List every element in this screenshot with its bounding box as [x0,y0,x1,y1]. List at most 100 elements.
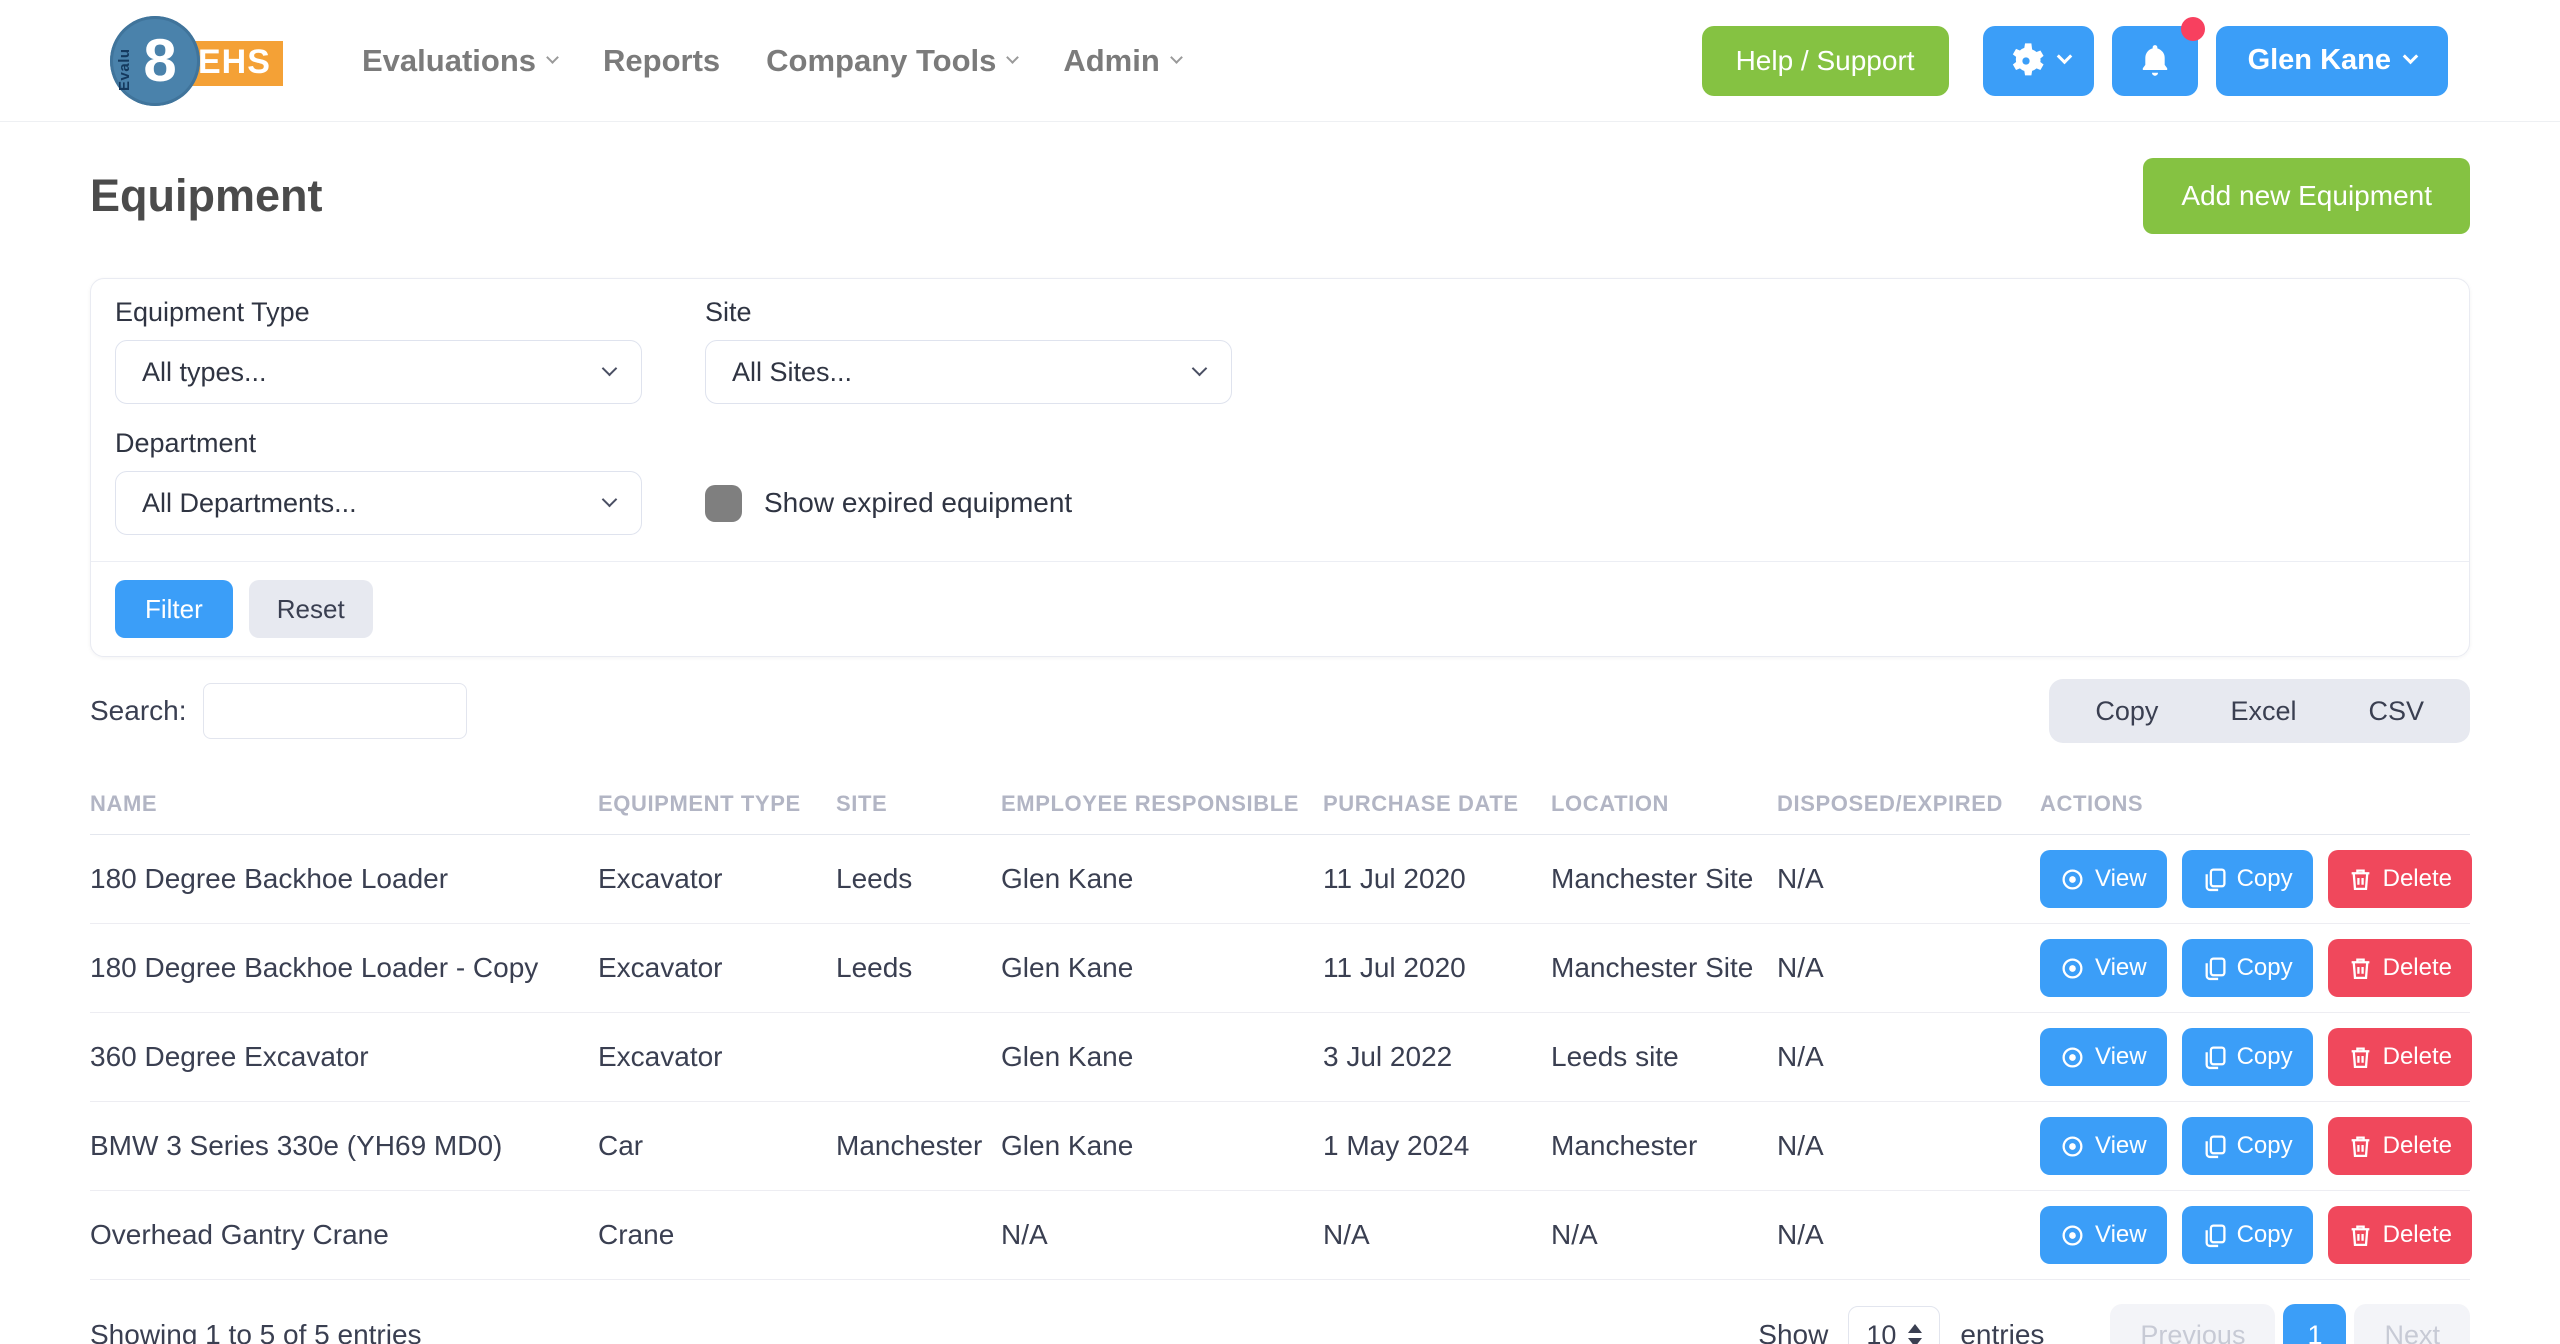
view-row-button[interactable]: View [2040,850,2167,908]
column-header-equipment-type[interactable]: EQUIPMENT TYPE [598,790,801,816]
reset-button[interactable]: Reset [248,580,373,638]
row-purchase-date: 1 May 2024 [1323,1130,1470,1161]
row-employee-responsible: Glen Kane [1001,1041,1134,1072]
column-header-employee-responsible[interactable]: EMPLOYEE RESPONSIBLE [1001,790,1300,816]
equipment-type-select[interactable]: All types... [115,340,642,404]
action-label: Copy [2236,1043,2293,1070]
view-row-button[interactable]: View [2040,1206,2167,1264]
trash-icon [2351,1136,2369,1157]
brand-ehs-badge: EHS [186,40,283,86]
column-header-actions[interactable]: ACTIONS [2040,790,2144,816]
chevron-down-icon [601,360,618,376]
entries-summary: Showing 1 to 5 of 5 entries [90,1319,422,1344]
copy-row-button[interactable]: Copy [2181,1117,2313,1175]
chevron-down-icon [2056,48,2072,65]
export-copy-button[interactable]: Copy [2095,695,2159,726]
row-location: Manchester Site [1551,863,1754,894]
eye-icon [2062,869,2083,889]
settings-button[interactable] [1982,25,2094,96]
action-label: View [2095,865,2147,892]
table-row: 360 Degree Excavator Excavator Glen Kane 3 … [90,1013,2472,1102]
copy-row-button[interactable]: Copy [2181,850,2313,908]
page-size-value: 10 [1866,1319,1897,1344]
filter-button[interactable]: Filter [115,580,233,638]
next-page-button[interactable]: Next [2354,1304,2470,1344]
row-actions: View Copy Delete [2040,1117,2472,1175]
row-location: N/A [1551,1219,1598,1250]
page-title: Equipment [90,170,323,221]
eye-icon [2062,1047,2083,1067]
action-label: View [2095,1132,2147,1159]
notifications-button[interactable] [2111,16,2205,96]
copy-icon [2205,1223,2226,1247]
department-select[interactable]: All Departments... [115,471,642,535]
action-label: Copy [2236,1221,2293,1248]
row-purchase-date: 3 Jul 2022 [1323,1041,1453,1072]
search-input[interactable] [202,683,467,739]
export-csv-button[interactable]: CSV [2368,695,2424,726]
column-header-disposed-expired[interactable]: DISPOSED/EXPIRED [1777,790,2003,816]
column-header-purchase-date[interactable]: PURCHASE DATE [1323,790,1519,816]
row-actions: View Copy Delete [2040,1028,2472,1086]
site-select[interactable]: All Sites... [705,340,1232,404]
add-equipment-button[interactable]: Add new Equipment [2143,158,2470,234]
row-purchase-date: 11 Jul 2020 [1323,952,1466,983]
main-nav: Evaluations Reports Company Tools Admin [362,42,1183,79]
row-disposed-expired: N/A [1777,863,1824,894]
row-employee-responsible: Glen Kane [1001,1130,1134,1161]
eye-icon [2062,1225,2083,1245]
table-row: Overhead Gantry Crane Crane N/A N/A N/A N/A Vi… [90,1191,2472,1280]
nav-item-evaluations[interactable]: Evaluations [362,43,559,79]
bell-icon [2142,44,2167,76]
show-expired-checkbox[interactable] [705,484,742,522]
delete-row-button[interactable]: Delete [2327,939,2472,997]
delete-row-button[interactable]: Delete [2327,1028,2472,1086]
action-label: Delete [2382,1043,2452,1070]
row-site: Leeds [836,863,913,894]
chevron-down-icon [2402,48,2419,65]
stepper-down-icon [1908,1337,1923,1344]
export-excel-button[interactable]: Excel [2230,695,2297,726]
action-label: Delete [2382,865,2452,892]
show-expired-label: Show expired equipment [764,487,1073,518]
page-header: Equipment Add new Equipment [0,158,2560,234]
column-header-location[interactable]: LOCATION [1551,790,1670,816]
page-size-stepper[interactable] [1908,1323,1923,1344]
copy-icon [2205,867,2226,891]
nav-item-reports[interactable]: Reports [603,43,720,79]
department-label: Department [115,428,257,458]
row-equipment-type: Crane [598,1219,675,1250]
row-disposed-expired: N/A [1777,952,1824,983]
view-row-button[interactable]: View [2040,1117,2167,1175]
copy-row-button[interactable]: Copy [2181,1206,2313,1264]
user-menu-button[interactable]: Glen Kane [2215,25,2448,96]
column-header-site[interactable]: SITE [836,790,888,816]
brand-logo[interactable]: EHS 8 Evalu [110,15,310,107]
copy-row-button[interactable]: Copy [2181,939,2313,997]
row-site: Leeds [836,952,913,983]
row-name: 180 Degree Backhoe Loader - Copy [90,952,539,983]
delete-row-button[interactable]: Delete [2327,1117,2472,1175]
brand-name-vertical: Evalu [116,47,133,91]
row-name: 360 Degree Excavator [90,1041,369,1072]
action-label: Copy [2236,954,2293,981]
current-page-button[interactable]: 1 [2283,1304,2347,1344]
view-row-button[interactable]: View [2040,1028,2167,1086]
pagination-controls: Show 10 entries Previous 1 Next [1758,1304,2470,1344]
table-header-row: NAME EQUIPMENT TYPE SITE EMPLOYEE RESPONSIB… [90,773,2470,835]
brand-number: 8 [143,27,177,94]
view-row-button[interactable]: View [2040,939,2167,997]
column-header-name[interactable]: NAME [90,790,158,816]
help-support-button[interactable]: Help / Support [1701,25,1949,96]
nav-item-company-tools[interactable]: Company Tools [766,42,1020,79]
copy-row-button[interactable]: Copy [2181,1028,2313,1086]
table-toolbar: Search: Copy Excel CSV [0,679,2560,743]
delete-row-button[interactable]: Delete [2327,850,2472,908]
nav-item-admin[interactable]: Admin [1063,43,1183,79]
chevron-down-icon [1191,360,1208,376]
page-size-input[interactable]: 10 [1848,1306,1941,1344]
nav-item-label: Company Tools [766,42,997,78]
copy-icon [2205,956,2226,980]
delete-row-button[interactable]: Delete [2327,1206,2472,1264]
previous-page-button[interactable]: Previous [2110,1304,2276,1344]
